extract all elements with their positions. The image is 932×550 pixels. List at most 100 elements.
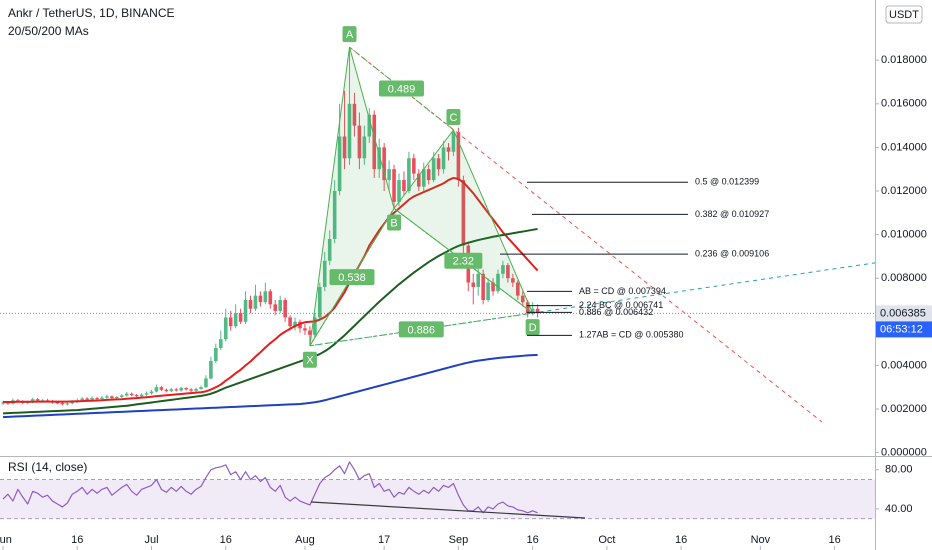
candle-body <box>100 397 104 399</box>
candle-body <box>506 265 510 279</box>
candle-body <box>392 169 396 202</box>
candle-body <box>288 317 292 327</box>
rsi-tick-label: 80.00 <box>885 464 913 476</box>
candle-body <box>516 282 520 296</box>
candle-body <box>228 317 233 327</box>
x-tick-label: Oct <box>598 534 615 546</box>
level-label: 0.382 @ 0.010927 <box>695 209 769 219</box>
pattern-point-badge <box>525 319 540 336</box>
candle-body <box>174 389 179 391</box>
candle-body <box>520 295 525 303</box>
candle-body <box>530 308 535 314</box>
candle-body <box>179 388 183 391</box>
pattern-point-label: X <box>306 355 314 367</box>
pattern-point-badge <box>302 351 317 368</box>
x-tick-label: Sep <box>449 534 469 546</box>
y-tick-label: 0.016000 <box>881 98 927 110</box>
candle-body <box>421 169 426 187</box>
rsi-band <box>0 479 875 519</box>
candle-body <box>144 393 149 395</box>
candle-body <box>436 158 441 170</box>
candle-body <box>169 389 174 392</box>
y-tick-label: 0.004000 <box>881 359 927 371</box>
ratio-badge <box>398 321 444 338</box>
candle-body <box>501 265 505 274</box>
candle-body <box>525 302 530 314</box>
last-price-label: 0.006385 <box>880 307 926 319</box>
candle-body <box>233 313 238 327</box>
x-tick-label: 16 <box>675 534 687 546</box>
candle-body <box>164 389 169 392</box>
ratio-label: 2.32 <box>453 256 474 268</box>
moving-average <box>2 227 538 415</box>
candle-body <box>278 300 282 311</box>
x-tick-label: 16 <box>71 534 83 546</box>
candle-body <box>476 273 480 287</box>
candle-body <box>496 273 500 292</box>
candle-body <box>441 147 446 170</box>
candle-body <box>327 238 332 261</box>
candle-body <box>486 282 490 300</box>
candle-body <box>387 169 391 181</box>
candle-body <box>124 393 129 396</box>
candle-body <box>129 393 134 396</box>
x-tick-label: Nov <box>751 534 771 546</box>
pattern-point-label: B <box>390 217 397 229</box>
currency-label[interactable]: USDT <box>889 9 919 21</box>
candle-body <box>372 114 377 170</box>
candle-body <box>308 330 312 335</box>
currency-badge[interactable] <box>885 5 923 24</box>
candle-body <box>461 180 466 246</box>
y-tick-label: 0.014000 <box>881 141 927 153</box>
xd-extension <box>309 262 876 347</box>
rsi-title: RSI (14, close) <box>8 460 87 474</box>
pattern-point-badge <box>446 108 461 125</box>
candle-body <box>65 403 70 405</box>
candle-body <box>303 328 307 331</box>
level-label: 2.24 BC @ 0.006741 <box>579 300 663 310</box>
pattern-point-label: C <box>449 112 457 124</box>
candle-body <box>337 136 342 191</box>
moving-average <box>2 353 538 419</box>
candle-body <box>219 339 223 348</box>
y-tick-label: 0.010000 <box>881 229 927 241</box>
candle-body <box>194 388 198 391</box>
candle-body <box>273 304 278 311</box>
indicator-legend: 20/50/200 MAs <box>8 24 89 38</box>
candle-body <box>451 132 456 152</box>
candle-body <box>105 396 109 398</box>
candle-body <box>407 158 411 191</box>
countdown-badge <box>876 321 932 338</box>
candle-body <box>377 147 381 170</box>
candle-body <box>120 395 124 398</box>
rsi-divergence-line <box>310 501 586 519</box>
candle-body <box>456 132 461 181</box>
ratio-badge <box>378 80 424 97</box>
y-tick-label: 0.008000 <box>881 272 927 284</box>
x-tick-label: Jul <box>144 534 158 546</box>
level-label: 0.5 @ 0.012399 <box>695 177 759 187</box>
level-label: 0.236 @ 0.009106 <box>695 248 769 258</box>
candle-body <box>426 169 431 181</box>
candle-body <box>322 260 327 287</box>
ratio-label: 0.489 <box>388 83 416 95</box>
candle-body <box>511 278 515 283</box>
candle-body <box>209 361 213 379</box>
pattern-point-badge <box>387 214 402 231</box>
price-pane: 0.489 0.538 2.32 0.886 X A B C D 0.5 @ 0.012399 0.… <box>0 26 876 423</box>
candle-body <box>382 147 386 181</box>
candle-body <box>154 387 159 392</box>
candle-body <box>332 191 337 239</box>
level-label: 0.886 @ 0.006432 <box>579 307 653 317</box>
candle-body <box>283 300 287 318</box>
candle-body <box>268 291 273 305</box>
ratio-badge <box>329 269 375 286</box>
candle-body <box>362 136 367 159</box>
candle-body <box>402 180 406 191</box>
x-tick-label: 17 <box>378 534 390 546</box>
symbol-title: Ankr / TetherUS, 1D, BINANCE <box>8 6 175 20</box>
pattern-point-label: A <box>346 29 354 41</box>
